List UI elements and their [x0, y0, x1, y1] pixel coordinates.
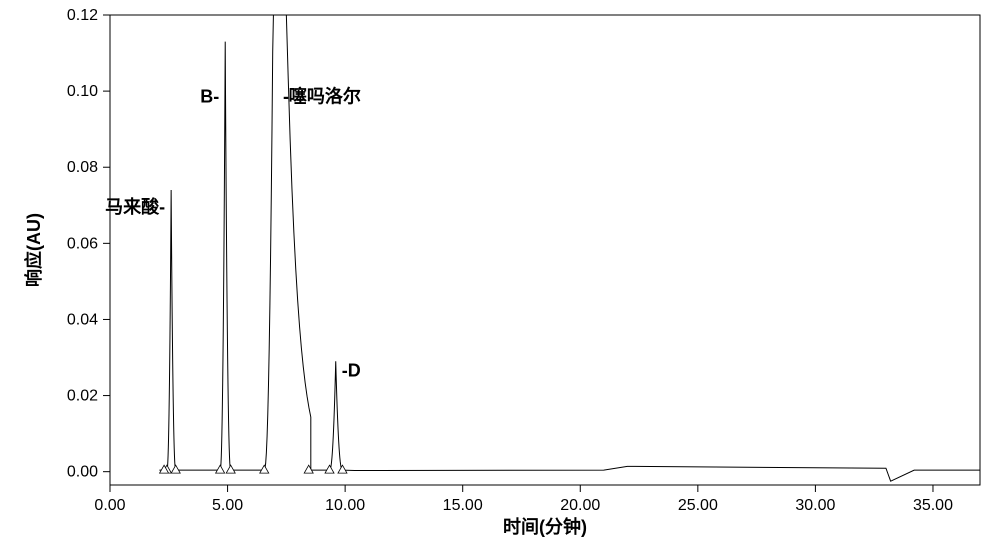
peak-marker — [338, 465, 347, 473]
peak-marker — [171, 465, 180, 473]
y-tick-label: 0.10 — [67, 83, 98, 100]
x-tick-label: 25.00 — [678, 497, 718, 514]
peak-label-peak-B: B- — [200, 87, 219, 107]
y-tick-label: 0.02 — [67, 388, 98, 405]
x-tick-label: 35.00 — [913, 497, 953, 514]
x-tick-label: 5.00 — [212, 497, 243, 514]
x-tick-label: 0.00 — [94, 497, 125, 514]
peak-marker — [325, 465, 334, 473]
y-tick-label: 0.08 — [67, 159, 98, 176]
y-tick-label: 0.00 — [67, 464, 98, 481]
x-tick-label: 30.00 — [795, 497, 835, 514]
peak-marker — [304, 465, 313, 473]
peak-marker — [260, 465, 269, 473]
peak-label-peak-D: -D — [342, 361, 361, 381]
x-tick-label: 15.00 — [443, 497, 483, 514]
y-tick-label: 0.04 — [67, 311, 98, 328]
peak-label-maleic-acid: 马来酸- — [105, 196, 165, 217]
chromatogram-trace — [159, 15, 980, 481]
peak-label-timolol: -噻吗洛尔 — [283, 86, 361, 107]
x-tick-label: 10.00 — [325, 497, 365, 514]
y-axis-label: 响应(AU) — [23, 213, 44, 287]
chromatogram-chart: 0.00 5.00 10.00 15.00 20.00 25.00 30.00 35.00 0.… — [0, 0, 1000, 548]
peak-marker — [216, 465, 225, 473]
y-tick-label: 0.06 — [67, 235, 98, 252]
chart-svg: 0.00 5.00 10.00 15.00 20.00 25.00 30.00 35.00 0.… — [0, 0, 1000, 548]
x-axis-label: 时间(分钟) — [503, 516, 587, 537]
y-tick-label: 0.12 — [67, 7, 98, 24]
peak-marker — [226, 465, 235, 473]
x-tick-label: 20.00 — [560, 497, 600, 514]
